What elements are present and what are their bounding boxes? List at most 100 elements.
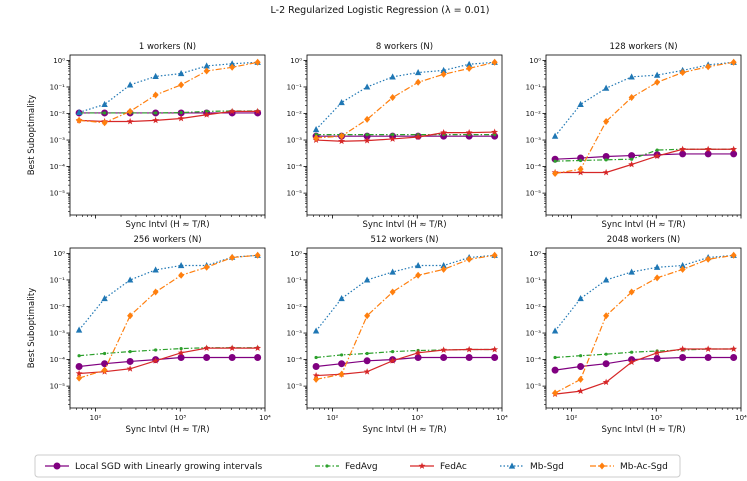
y-tick-label: 10⁻¹ bbox=[50, 276, 66, 284]
data-point bbox=[126, 357, 134, 365]
data-point bbox=[577, 295, 584, 302]
data-point bbox=[363, 83, 371, 90]
y-tick-label: 10⁻¹ bbox=[526, 83, 542, 91]
x-tick-label: 10³ bbox=[411, 414, 423, 422]
y-tick-label: 10⁻⁵ bbox=[287, 383, 303, 391]
data-point bbox=[465, 345, 473, 353]
data-point bbox=[553, 355, 557, 360]
data-point bbox=[229, 254, 236, 262]
data-point bbox=[704, 145, 712, 153]
data-point bbox=[128, 349, 132, 354]
data-point bbox=[75, 362, 83, 370]
panel-2: 128 workers (N) 10⁻⁵ 10⁻⁴ 10⁻³ 10⁻² 10⁻¹ 10⁰ Sy… bbox=[526, 42, 742, 230]
series-line bbox=[554, 61, 734, 137]
y-tick-label: 10⁻⁵ bbox=[50, 383, 66, 391]
data-point bbox=[75, 108, 83, 116]
legend-swatch-marker bbox=[53, 462, 61, 470]
data-point bbox=[551, 327, 559, 334]
data-point bbox=[254, 58, 261, 66]
panel-frame bbox=[306, 247, 503, 409]
data-point bbox=[314, 355, 318, 360]
data-point bbox=[391, 349, 395, 354]
y-tick-label: 10⁰ bbox=[53, 250, 65, 258]
data-point bbox=[101, 366, 108, 374]
y-tick-label: 10⁻³ bbox=[50, 330, 66, 338]
data-point bbox=[312, 327, 320, 334]
data-point bbox=[465, 60, 473, 67]
data-point bbox=[363, 137, 371, 144]
series-line bbox=[78, 254, 258, 379]
x-tick-label: 10³ bbox=[650, 414, 662, 422]
panel-3: 256 workers (N) 10² 10³ 10⁴ 10⁻⁵ 10⁻⁴ 10⁻³ 10⁻²… bbox=[27, 235, 271, 435]
panel-4: 512 workers (N) 10² 10³ 10⁴ 10⁻⁵ 10⁻⁴ 10⁻³ 10⁻²… bbox=[287, 235, 508, 435]
data-point bbox=[389, 135, 397, 142]
data-point bbox=[552, 389, 559, 397]
panel-title: 2048 workers (N) bbox=[607, 235, 680, 245]
panel-5: 2048 workers (N) 10² 10³ 10⁴ 10⁻⁵ 10⁻⁴ 10⁻³ 10⁻… bbox=[526, 235, 747, 435]
panel-0: 1 workers (N) 10⁻⁵ 10⁻⁴ 10⁻³ 10⁻² 10⁻¹ 10⁰ Sync… bbox=[27, 42, 266, 230]
panel-frame bbox=[69, 247, 266, 409]
y-tick-label: 10⁻² bbox=[287, 110, 303, 118]
legend-label: FedAvg bbox=[345, 462, 378, 472]
series-line bbox=[555, 356, 734, 371]
data-point bbox=[177, 114, 185, 122]
series-line bbox=[79, 61, 258, 124]
series-4 bbox=[313, 251, 498, 383]
y-tick-label: 10⁻¹ bbox=[50, 83, 66, 91]
y-tick-label: 10⁻² bbox=[526, 110, 542, 118]
data-point bbox=[602, 276, 610, 283]
data-point bbox=[653, 71, 661, 78]
data-point bbox=[178, 81, 185, 89]
data-point bbox=[414, 349, 422, 356]
data-point bbox=[229, 63, 236, 71]
legend-item-0: Local SGD with Linearly growing interval… bbox=[45, 462, 262, 472]
legend-item-3: Mb-Sgd bbox=[500, 462, 564, 472]
data-point bbox=[654, 274, 661, 282]
data-point bbox=[179, 111, 183, 115]
y-axis-label: Best Suboptimality bbox=[27, 95, 37, 176]
x-tick-label: 10⁴ bbox=[259, 414, 271, 422]
data-point bbox=[465, 129, 473, 136]
data-point bbox=[177, 349, 185, 356]
data-point bbox=[391, 133, 395, 137]
data-point bbox=[228, 107, 236, 115]
data-point bbox=[440, 66, 447, 74]
data-point bbox=[491, 345, 499, 353]
x-tick-label: 10⁴ bbox=[735, 414, 747, 422]
data-point bbox=[389, 268, 396, 275]
data-point bbox=[466, 64, 473, 72]
y-tick-label: 10⁻⁴ bbox=[287, 163, 303, 171]
series-line bbox=[554, 61, 734, 175]
data-point bbox=[730, 251, 737, 259]
data-point bbox=[603, 312, 610, 320]
series-line bbox=[316, 61, 495, 139]
data-point bbox=[491, 58, 498, 66]
series-line bbox=[555, 348, 734, 395]
data-point bbox=[577, 387, 585, 395]
y-tick-label: 10⁻¹ bbox=[287, 83, 303, 91]
data-point bbox=[578, 158, 583, 163]
y-tick-label: 10⁻⁴ bbox=[526, 356, 542, 364]
legend-label: Local SGD with Linearly growing interval… bbox=[75, 462, 262, 472]
data-point bbox=[126, 365, 134, 372]
data-point bbox=[127, 107, 134, 115]
series-3 bbox=[312, 58, 498, 133]
y-tick-label: 10⁻³ bbox=[287, 137, 303, 145]
data-point bbox=[203, 111, 211, 118]
panels: 1 workers (N) 10⁻⁵ 10⁻⁴ 10⁻³ 10⁻² 10⁻¹ 10⁰ Sync… bbox=[27, 42, 747, 435]
data-point bbox=[101, 100, 108, 108]
y-tick-label: 10⁻⁵ bbox=[50, 190, 66, 198]
x-axis-label: Sync Intvl (H ≈ T/R) bbox=[125, 220, 209, 230]
data-point bbox=[577, 100, 584, 108]
data-point bbox=[440, 346, 448, 353]
data-point bbox=[679, 150, 687, 158]
data-point bbox=[553, 159, 557, 163]
data-point bbox=[203, 344, 211, 352]
data-point bbox=[630, 350, 634, 354]
legend-frame bbox=[34, 454, 681, 478]
data-point bbox=[415, 271, 422, 279]
series-4 bbox=[552, 58, 737, 177]
legend-label: Mb-Ac-Sgd bbox=[620, 462, 668, 472]
data-point bbox=[203, 353, 211, 361]
data-point bbox=[653, 349, 661, 356]
